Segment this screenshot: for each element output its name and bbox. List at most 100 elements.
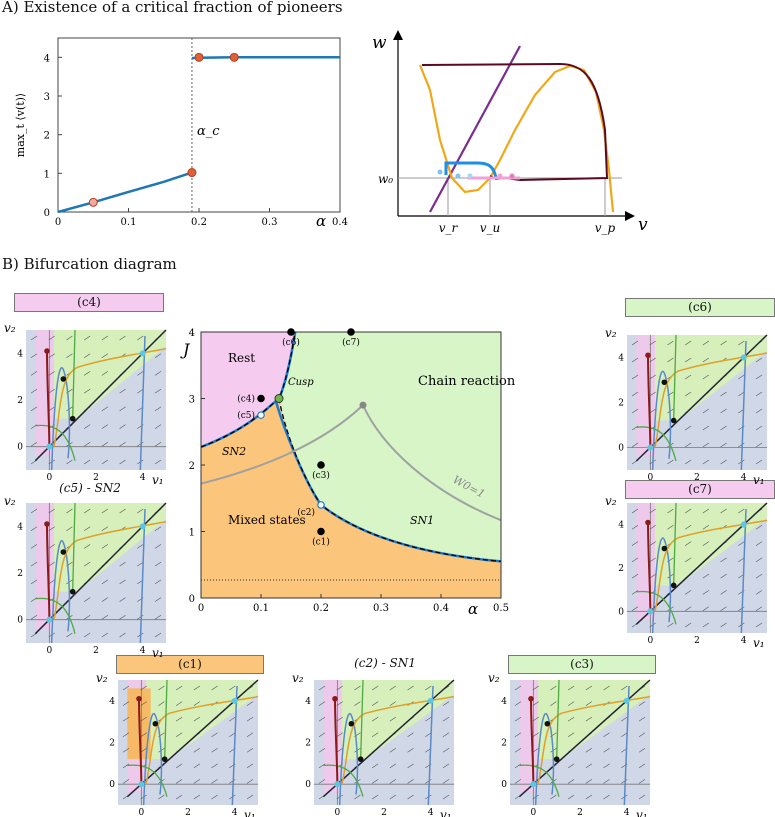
flow-arrow bbox=[193, 685, 201, 691]
y-tick-label: 2 bbox=[109, 739, 115, 749]
x-tick-label: 4 bbox=[140, 473, 146, 483]
flow-arrow bbox=[684, 525, 692, 530]
flow-arrow bbox=[684, 590, 692, 595]
flow-arrow bbox=[371, 701, 379, 706]
flow-arrow bbox=[48, 335, 55, 341]
x-tick-label: 4 bbox=[140, 646, 146, 656]
flow-arrow bbox=[702, 425, 710, 431]
flow-arrow bbox=[101, 442, 109, 447]
trajectory bbox=[647, 355, 652, 448]
flow-arrow bbox=[371, 732, 379, 737]
tick-label-2: v_p bbox=[595, 221, 616, 235]
flow-arrow bbox=[442, 732, 450, 737]
flow-arrow bbox=[702, 459, 710, 465]
saddle-point-2 bbox=[357, 756, 364, 762]
flow-arrow bbox=[702, 340, 710, 346]
flow-arrow bbox=[442, 748, 450, 753]
flow-arrow bbox=[684, 508, 692, 514]
flow-arrow bbox=[137, 561, 144, 567]
data-marker-2 bbox=[194, 52, 204, 62]
data-marker-1 bbox=[187, 168, 197, 178]
flow-arrow bbox=[193, 779, 201, 784]
x-tick-label: 0 bbox=[647, 473, 653, 483]
flow-arrow bbox=[211, 748, 218, 753]
fixed-point-high bbox=[427, 697, 434, 704]
flow-arrow bbox=[389, 748, 397, 753]
flow-arrow bbox=[119, 632, 126, 638]
flow-arrow bbox=[720, 425, 727, 431]
flow-arrow bbox=[425, 685, 432, 691]
flow-arrow bbox=[702, 408, 710, 414]
flow-arrow bbox=[30, 561, 38, 567]
flow-arrow bbox=[649, 557, 656, 563]
flow-arrow bbox=[30, 615, 38, 620]
flow-arrow bbox=[738, 541, 745, 546]
flow-arrow bbox=[649, 374, 656, 380]
initial-point bbox=[44, 348, 50, 354]
y-tick-label: 4 bbox=[305, 697, 311, 707]
flow-arrow bbox=[193, 716, 201, 722]
flow-arrow bbox=[66, 526, 73, 531]
y-tick-label: 4 bbox=[44, 53, 50, 64]
flow-arrow bbox=[101, 424, 109, 429]
trajectory-marker-0 bbox=[455, 173, 461, 179]
point-marker-6 bbox=[347, 328, 355, 336]
flow-arrow bbox=[755, 374, 763, 380]
saddle-point-1 bbox=[544, 720, 551, 727]
flow-arrow bbox=[101, 406, 109, 412]
flow-arrow bbox=[48, 544, 55, 549]
flow-arrow bbox=[631, 573, 639, 579]
y-tick-label: 0 bbox=[109, 780, 115, 790]
fixed-point-high bbox=[740, 354, 747, 361]
saddle-point-2 bbox=[553, 756, 560, 762]
flow-arrow bbox=[229, 716, 236, 722]
flow-arrow bbox=[631, 391, 639, 397]
flow-arrow bbox=[631, 357, 639, 363]
flow-arrow bbox=[567, 685, 575, 691]
flow-arrow bbox=[631, 541, 639, 546]
flow-arrow bbox=[567, 732, 575, 737]
flow-arrow bbox=[119, 424, 126, 429]
nullcline-blue-2 bbox=[427, 685, 434, 806]
flow-arrow bbox=[738, 557, 745, 563]
x-tick-label: 0.1 bbox=[121, 217, 137, 228]
flow-arrow bbox=[585, 701, 593, 706]
flow-arrow bbox=[567, 779, 575, 784]
flow-arrow bbox=[154, 615, 162, 620]
flow-arrow bbox=[336, 748, 343, 753]
flow-arrow bbox=[119, 508, 126, 514]
flow-arrow bbox=[140, 716, 147, 722]
y-tick-label: 0 bbox=[305, 780, 311, 790]
flow-arrow bbox=[30, 353, 38, 358]
y-tick-label: 0 bbox=[17, 616, 23, 626]
flow-arrow bbox=[154, 561, 162, 567]
panel-b-bifurcation-diagram: 0 0.1 0.2 0.3 0.4 0.5 0 1 2 3 4Jα Rest Chain reactio… bbox=[180, 328, 516, 618]
flow-arrow bbox=[83, 526, 91, 531]
y-tick-label: 3 bbox=[44, 92, 50, 103]
flow-arrow bbox=[425, 779, 432, 784]
flow-arrow bbox=[137, 508, 144, 514]
flow-arrow bbox=[119, 388, 126, 394]
flow-arrow bbox=[514, 716, 522, 722]
flow-arrow bbox=[140, 732, 147, 737]
x-tick-label: 0.1 bbox=[253, 603, 269, 614]
x-tick-label: 4 bbox=[624, 808, 630, 817]
basin-chain bbox=[146, 680, 258, 760]
flow-arrow bbox=[336, 701, 343, 706]
initial-point bbox=[44, 521, 50, 527]
y-axis-label: v₂ bbox=[4, 494, 16, 508]
flow-arrow bbox=[336, 716, 343, 722]
flow-arrow bbox=[48, 561, 55, 567]
flow-arrow bbox=[371, 779, 379, 784]
flow-arrow bbox=[407, 748, 414, 753]
x-tick-label: 0.3 bbox=[373, 603, 389, 614]
flow-arrow bbox=[154, 406, 162, 412]
fixed-point-origin bbox=[46, 443, 53, 450]
curve-label-cusp: Cusp bbox=[288, 377, 314, 388]
y-tick-label: 2 bbox=[44, 131, 50, 142]
flow-arrow bbox=[389, 763, 397, 769]
y-tick-label: 4 bbox=[17, 349, 23, 359]
nullcline-green bbox=[636, 334, 677, 462]
flow-arrow bbox=[702, 374, 710, 380]
